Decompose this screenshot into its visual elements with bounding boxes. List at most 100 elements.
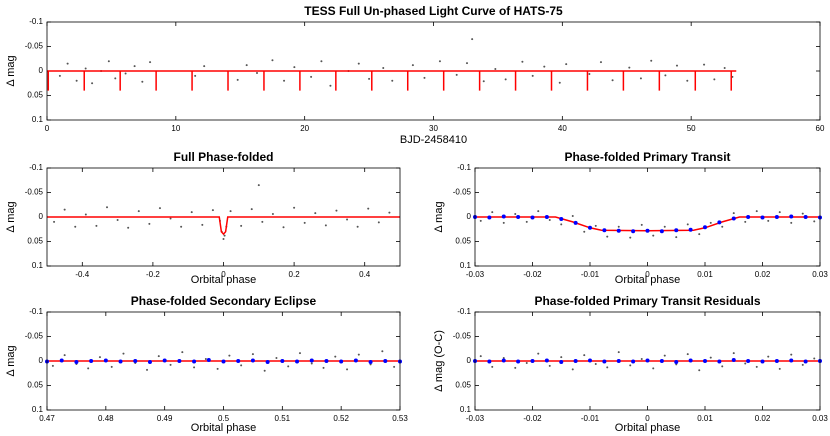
y-tick-label: 0 — [39, 66, 44, 75]
data-point — [204, 358, 207, 361]
x-tick-label: 0 — [221, 270, 226, 279]
data-point — [617, 351, 620, 354]
data-point — [322, 366, 325, 369]
data-point — [393, 365, 396, 368]
data-point — [664, 74, 667, 77]
data-point — [335, 209, 338, 212]
binned-point — [645, 228, 650, 233]
data-point — [367, 207, 370, 210]
data-point — [201, 223, 204, 226]
y-tick-label: 0.1 — [32, 115, 44, 124]
x-tick-label: -0.02 — [523, 270, 542, 279]
data-point — [157, 355, 160, 358]
x-tick-label: -0.2 — [146, 270, 160, 279]
binned-point — [177, 359, 182, 363]
data-point — [275, 357, 278, 360]
x-tick-label: 0.4 — [359, 270, 371, 279]
data-point — [324, 224, 327, 227]
data-point — [63, 208, 66, 211]
binned-point — [516, 215, 521, 219]
data-point — [329, 84, 332, 87]
x-tick-label: 0 — [645, 270, 650, 279]
data-point — [261, 220, 264, 223]
data-point — [223, 234, 226, 237]
plot-frame — [46, 21, 821, 121]
x-tick-label: 40 — [558, 124, 567, 133]
binned-point — [383, 359, 388, 363]
data-point — [686, 79, 689, 82]
binned-point — [731, 358, 736, 363]
x-tick-label: 0 — [45, 124, 50, 133]
data-point — [813, 357, 816, 360]
data-point — [110, 365, 113, 368]
data-point — [514, 213, 517, 216]
binned-point — [631, 359, 636, 364]
x-tick-label: 0.49 — [157, 414, 173, 423]
binned-point — [265, 359, 270, 364]
data-point — [169, 363, 172, 366]
data-point — [686, 353, 689, 356]
data-point — [491, 211, 494, 214]
data-point — [606, 235, 609, 238]
data-point — [628, 66, 631, 69]
data-point — [491, 365, 494, 368]
data-point — [310, 75, 313, 78]
data-point — [723, 67, 726, 70]
x-tick-label: -0.02 — [523, 414, 542, 423]
data-point — [146, 368, 149, 371]
data-point — [721, 225, 724, 228]
data-point — [369, 363, 372, 366]
data-point — [675, 236, 678, 239]
data-point — [382, 67, 385, 70]
binned-point — [559, 359, 564, 364]
y-axis-label: Δ mag — [5, 345, 17, 376]
data-point — [594, 362, 597, 365]
binned-point — [530, 359, 535, 363]
x-tick-label: -0.01 — [581, 414, 600, 423]
x-tick-label: -0.03 — [466, 414, 485, 423]
data-point — [813, 220, 816, 223]
data-point — [521, 60, 524, 63]
data-point — [438, 60, 441, 63]
data-point — [790, 353, 793, 356]
data-point — [298, 352, 301, 355]
y-tick-label: -0.1 — [29, 307, 43, 316]
data-point — [357, 62, 360, 65]
data-point — [310, 362, 313, 365]
data-point — [583, 230, 586, 233]
plot-frame — [474, 167, 821, 267]
x-tick-label: 0.2 — [289, 270, 301, 279]
data-point — [84, 67, 87, 70]
binned-point — [789, 214, 794, 219]
binned-point — [324, 359, 329, 363]
y-tick-label: 0.05 — [27, 91, 43, 100]
data-point — [203, 65, 206, 68]
data-point — [91, 82, 94, 85]
binned-point — [487, 215, 492, 220]
y-tick-label: -0.05 — [453, 188, 472, 197]
x-tick-label: 50 — [687, 124, 696, 133]
data-point — [565, 63, 568, 66]
binned-point — [118, 359, 123, 364]
data-point — [801, 212, 804, 215]
y-tick-label: 0.1 — [460, 261, 472, 270]
data-point — [263, 369, 266, 372]
binned-point — [659, 359, 664, 363]
binned-point — [353, 358, 358, 363]
data-point — [755, 365, 758, 368]
data-point — [98, 356, 101, 359]
plot-frame — [474, 311, 821, 411]
data-point — [236, 78, 239, 81]
binned-point — [588, 358, 592, 363]
binned-point — [774, 359, 779, 363]
binned-point — [717, 220, 722, 225]
binned-point — [746, 359, 751, 363]
data-point — [686, 223, 689, 226]
y-tick-label: 0.1 — [32, 405, 44, 414]
data-point — [356, 225, 359, 228]
x-tick-label: 0.52 — [333, 414, 349, 423]
binned-point — [789, 358, 794, 363]
data-point — [502, 221, 505, 224]
x-axis-label: Orbital phase — [191, 274, 256, 286]
